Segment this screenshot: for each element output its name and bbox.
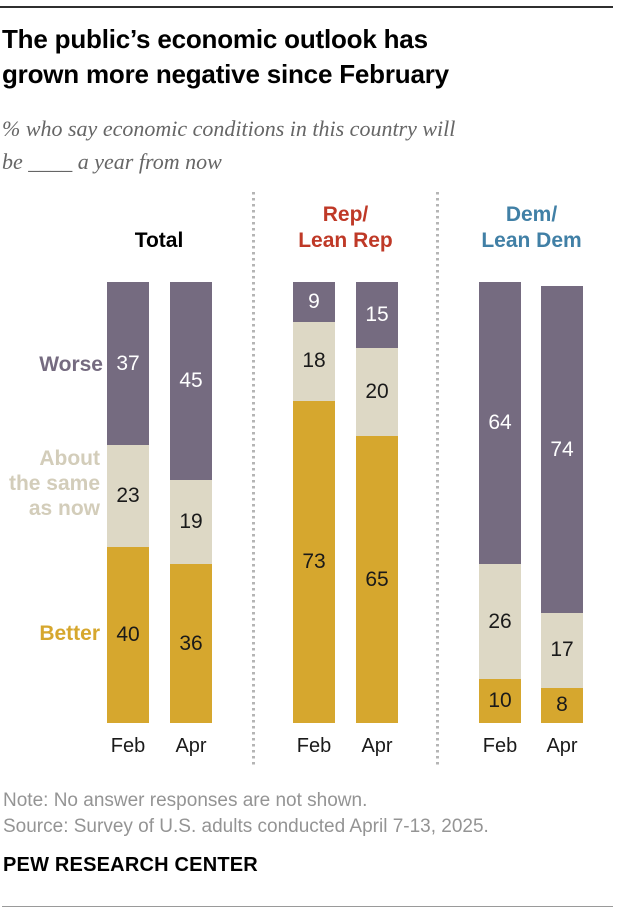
segment-value: 9	[308, 289, 320, 313]
group-header-rep: Rep/ Lean Rep	[293, 198, 398, 254]
segment-worse: 9	[293, 282, 335, 322]
segment-value: 45	[179, 369, 203, 393]
segment-value: 17	[550, 638, 574, 662]
segment-same: 23	[107, 445, 149, 547]
dotted-divider-right	[436, 192, 439, 768]
segment-better: 65	[356, 436, 398, 723]
x-axis-label-apr: Apr	[546, 735, 578, 757]
x-axis-label-feb: Feb	[482, 735, 518, 757]
segment-value: 64	[488, 411, 512, 435]
group-header-line1: Rep/	[322, 203, 369, 226]
group-header-line2: Total	[134, 229, 184, 252]
segment-same: 20	[356, 348, 398, 437]
category-label-worse: Worse	[39, 353, 103, 376]
segment-better: 36	[170, 564, 212, 723]
chart-subtitle: % who say economic conditions in this co…	[2, 116, 456, 174]
stacked-bar-total-feb: 37 23 40	[107, 282, 149, 723]
segment-worse: 45	[170, 281, 212, 481]
category-label-about-same: About the same as now	[8, 447, 100, 520]
stacked-bar-rep-apr: 15 20 65	[356, 281, 398, 723]
category-label-better: Better	[39, 622, 100, 645]
segment-value: 74	[550, 437, 574, 461]
segment-value: 8	[556, 693, 568, 717]
segment-value: 20	[365, 380, 389, 404]
segment-value: 18	[302, 349, 326, 373]
segment-same: 19	[170, 480, 212, 565]
segment-value: 23	[116, 483, 140, 507]
segment-worse: 64	[479, 282, 521, 565]
chart-title: The public’s economic outlook has grown …	[2, 24, 449, 89]
segment-better: 73	[293, 401, 335, 723]
group-header-line2: Lean Rep	[298, 229, 393, 252]
x-axis-label-feb: Feb	[296, 735, 332, 757]
segment-same: 17	[541, 612, 583, 688]
segment-value: 37	[116, 351, 140, 375]
segment-same: 18	[293, 321, 335, 402]
segment-worse: 74	[541, 286, 583, 613]
stacked-bar-total-apr: 45 19 36	[170, 281, 212, 723]
note-text: Note: No answer responses are not shown.	[3, 790, 368, 811]
group-header-dem: Dem/ Lean Dem	[479, 198, 584, 254]
segment-value: 73	[302, 550, 326, 574]
group-header-total: Total	[107, 198, 211, 254]
segment-better: 8	[541, 687, 583, 723]
x-axis-label-feb: Feb	[110, 735, 146, 757]
source-text: Source: Survey of U.S. adults conducted …	[3, 816, 489, 837]
segment-value: 26	[488, 609, 512, 633]
dotted-divider-left	[252, 192, 255, 768]
segment-better: 40	[107, 546, 149, 723]
segment-value: 19	[179, 510, 203, 534]
segment-value: 40	[116, 622, 140, 646]
stacked-bar-dem-feb: 64 26 10	[479, 282, 521, 723]
segment-worse: 37	[107, 282, 149, 446]
segment-worse: 15	[356, 281, 398, 349]
brand-text: PEW RESEARCH CENTER	[3, 854, 258, 876]
group-header-line2: Lean Dem	[481, 229, 582, 252]
x-axis-label-apr: Apr	[175, 735, 207, 757]
top-rule	[0, 6, 613, 8]
segment-better: 10	[479, 678, 521, 723]
stacked-bar-dem-apr: 74 17 8	[541, 286, 583, 723]
segment-value: 36	[179, 631, 203, 655]
stacked-bar-rep-feb: 9 18 73	[293, 282, 335, 723]
segment-value: 10	[488, 688, 512, 712]
segment-value: 15	[365, 303, 389, 327]
segment-same: 26	[479, 564, 521, 679]
x-axis-label-apr: Apr	[361, 735, 393, 757]
group-header-line1: Dem/	[505, 203, 558, 226]
bottom-rule	[2, 906, 613, 907]
segment-value: 65	[365, 567, 389, 591]
